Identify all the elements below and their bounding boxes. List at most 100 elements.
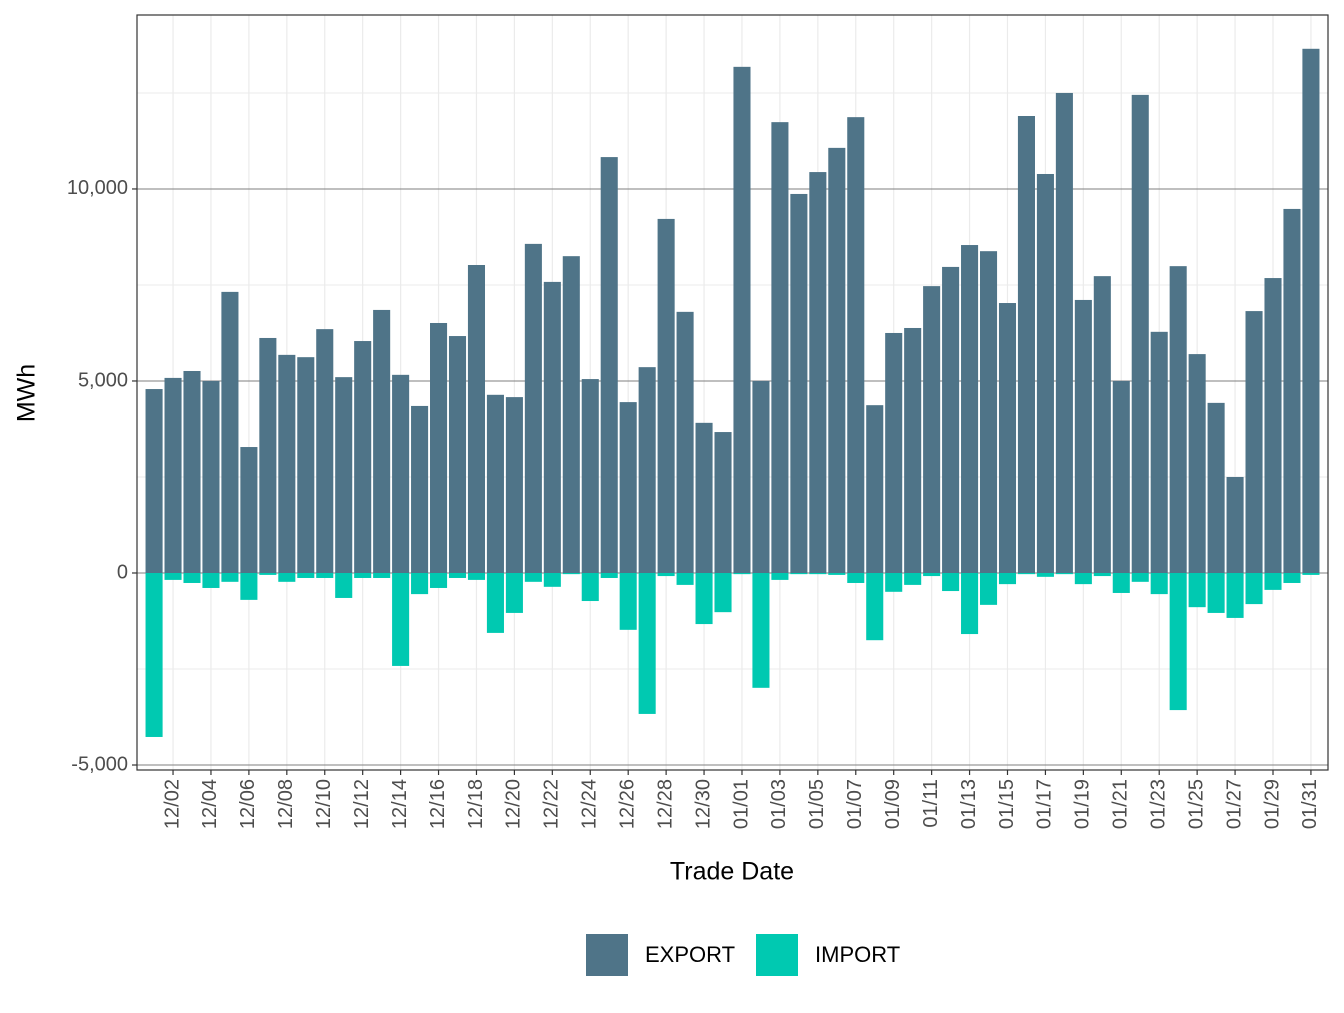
bar <box>638 367 656 573</box>
plot-border <box>136 14 1329 771</box>
bar <box>543 281 561 573</box>
bar <box>942 266 960 573</box>
bar <box>297 572 315 578</box>
bar <box>866 405 884 573</box>
bar <box>923 286 941 573</box>
x-tick-label: 01/07 <box>844 779 866 829</box>
bar <box>1283 208 1301 573</box>
bar <box>164 377 182 573</box>
x-tick-label: 01/15 <box>996 779 1018 829</box>
bar <box>619 572 637 630</box>
bar <box>1036 173 1054 573</box>
bar <box>164 572 182 580</box>
bar <box>942 572 960 592</box>
bar <box>1131 572 1149 582</box>
bar <box>1093 572 1111 577</box>
bar <box>600 572 618 578</box>
bar <box>543 572 561 587</box>
x-tick-label: 12/28 <box>654 779 676 829</box>
bar <box>392 572 410 666</box>
legend-label: IMPORT <box>815 942 900 967</box>
bar <box>657 572 675 577</box>
bar <box>259 572 277 575</box>
bar <box>467 265 486 573</box>
bar <box>676 572 694 585</box>
legend-label: EXPORT <box>645 942 735 967</box>
bar <box>1169 266 1187 573</box>
bar <box>505 572 523 613</box>
bar <box>1169 572 1187 711</box>
bar <box>467 572 486 580</box>
bar <box>998 303 1017 573</box>
bar <box>828 147 846 573</box>
bar <box>486 572 504 633</box>
bar <box>373 572 391 578</box>
x-tick-label: 01/27 <box>1223 779 1245 829</box>
x-tick-label: 12/26 <box>616 779 638 829</box>
bar <box>752 572 770 688</box>
bar <box>562 572 580 575</box>
bar <box>961 245 979 573</box>
x-tick-label: 01/05 <box>806 779 828 829</box>
bar <box>733 572 751 575</box>
x-tick-label: 01/21 <box>1110 779 1132 829</box>
x-tick-label: 01/29 <box>1261 779 1283 829</box>
bar <box>1017 115 1035 573</box>
bar <box>486 394 504 573</box>
x-tick-label: 12/10 <box>313 779 335 829</box>
bar <box>335 377 353 573</box>
x-tick-label: 12/02 <box>161 779 183 829</box>
bar <box>847 572 865 583</box>
plot-background <box>137 15 1328 770</box>
x-tick-label: 01/03 <box>768 779 790 829</box>
bar <box>979 572 998 605</box>
bar <box>145 389 163 573</box>
x-tick-label: 12/06 <box>237 779 259 829</box>
bar <box>581 379 599 573</box>
bar <box>657 218 675 573</box>
bar <box>1245 311 1263 573</box>
x-tick-label: 01/13 <box>958 779 980 829</box>
bar <box>1112 380 1130 573</box>
bar <box>1017 572 1035 575</box>
x-tick-label: 12/30 <box>692 779 714 829</box>
bar <box>904 572 922 585</box>
bar <box>259 337 277 573</box>
bar <box>145 572 163 737</box>
x-tick-label: 01/17 <box>1034 779 1056 829</box>
x-tick-label: 01/25 <box>1185 779 1207 829</box>
y-tick-label: 0 <box>117 561 128 583</box>
legend-swatch <box>756 934 798 976</box>
x-tick-label: 12/12 <box>351 779 373 829</box>
bar <box>1074 299 1092 573</box>
x-tick-label: 01/09 <box>882 779 904 829</box>
bar <box>581 572 599 602</box>
bar <box>1283 572 1301 583</box>
x-tick-label: 12/16 <box>427 779 449 829</box>
bar <box>430 322 448 573</box>
bar <box>392 374 410 573</box>
x-tick-label: 12/24 <box>579 779 601 829</box>
bar <box>1245 572 1263 605</box>
bar <box>1150 572 1168 595</box>
bar <box>335 572 353 598</box>
y-tick-label: 10,000 <box>67 177 128 199</box>
bar <box>885 332 903 573</box>
legend-swatch <box>586 934 628 976</box>
bar <box>1226 572 1244 618</box>
x-axis-title: Trade Date <box>670 858 794 886</box>
bar <box>183 572 201 583</box>
bar <box>278 572 296 582</box>
bar <box>373 309 391 573</box>
bar <box>278 354 296 573</box>
bar <box>695 422 713 573</box>
bar <box>1150 331 1168 573</box>
bar <box>904 327 922 573</box>
bar <box>430 572 448 588</box>
x-tick-label: 12/04 <box>199 779 221 829</box>
bar <box>1264 572 1282 590</box>
bar <box>1036 572 1054 577</box>
bar <box>1264 278 1282 573</box>
bar <box>1188 354 1206 573</box>
